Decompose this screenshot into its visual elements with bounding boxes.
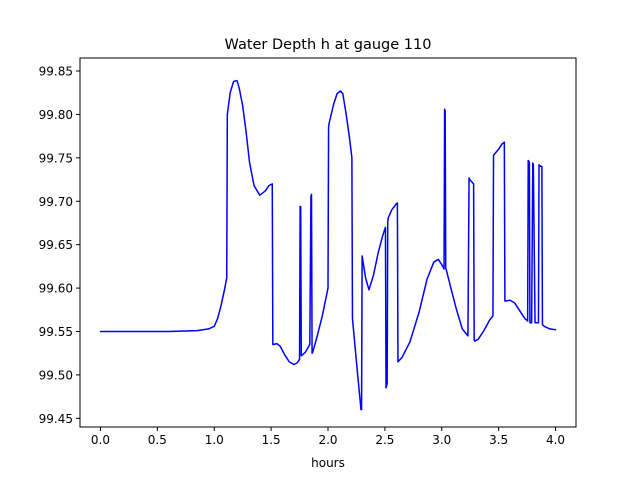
x-tick-label: 2.0 xyxy=(318,433,337,447)
y-tick-label: 99.60 xyxy=(39,282,73,296)
y-tick-label: 99.80 xyxy=(39,108,73,122)
x-tick-label: 2.5 xyxy=(375,433,394,447)
x-tick-label: 0.5 xyxy=(148,433,167,447)
x-tick-label: 3.0 xyxy=(432,433,451,447)
y-axis: 99.45 99.50 99.55 99.60 99.65 99.70 99.75 99.80… xyxy=(39,65,80,426)
y-tick-label: 99.50 xyxy=(39,368,73,382)
x-tick-label: 1.0 xyxy=(205,433,224,447)
series-line-water-depth xyxy=(99,79,557,411)
y-tick-label: 99.45 xyxy=(39,412,73,426)
y-tick-label: 99.65 xyxy=(39,238,73,252)
x-tick-label: 4.0 xyxy=(546,433,565,447)
x-axis-label: hours xyxy=(311,456,345,470)
x-tick-label: 1.5 xyxy=(262,433,281,447)
y-tick-label: 99.70 xyxy=(39,195,73,209)
y-tick-label: 99.55 xyxy=(39,325,73,339)
x-tick-label: 3.5 xyxy=(489,433,508,447)
x-tick-label: 0.0 xyxy=(91,433,110,447)
y-tick-label: 99.85 xyxy=(39,65,73,79)
x-axis: 0.0 0.5 1.0 1.5 2.0 2.5 3.0 3.5 4.0 xyxy=(91,427,565,447)
plot-area xyxy=(99,79,557,411)
y-tick-label: 99.75 xyxy=(39,151,73,165)
chart-title: Water Depth h at gauge 110 xyxy=(225,37,432,53)
